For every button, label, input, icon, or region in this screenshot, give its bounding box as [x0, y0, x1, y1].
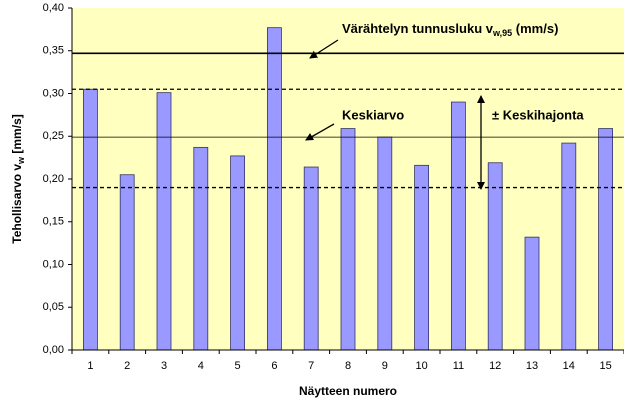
bar [414, 164, 430, 351]
x-tick-label: 6 [271, 360, 277, 372]
bar [266, 27, 282, 351]
annotation: ± Keskihajonta [492, 107, 584, 122]
x-tick-label: 15 [599, 360, 611, 372]
y-tick-label: 0,35 [43, 45, 64, 57]
arrow [309, 39, 339, 59]
bar [230, 155, 246, 351]
bar [377, 136, 393, 351]
bar [193, 146, 209, 351]
bar [340, 128, 356, 351]
y-axis-label: Tehollisarvo vw [mm/s] [10, 114, 26, 244]
x-tick-label: 9 [382, 360, 388, 372]
x-tick-label: 7 [308, 360, 314, 372]
bar [487, 162, 503, 351]
annotation: Värähtelyn tunnusluku vw,95 (mm/s) [342, 21, 558, 38]
y-tick-label: 0,10 [43, 258, 64, 270]
x-tick-label: 1 [87, 360, 93, 372]
bar [561, 142, 577, 351]
bar [156, 92, 172, 351]
x-tick-label: 8 [345, 360, 351, 372]
bar [598, 128, 613, 351]
x-tick-label: 12 [489, 360, 501, 372]
x-tick-label: 4 [198, 360, 204, 372]
y-tick-label: 0,25 [43, 130, 64, 142]
y-tick-label: 0,30 [43, 87, 64, 99]
bar [119, 174, 135, 351]
y-tick-label: 0,00 [43, 344, 64, 356]
x-axis-label: Näytteen numero [299, 384, 397, 398]
x-tick-label: 14 [563, 360, 575, 372]
x-tick-label: 3 [161, 360, 167, 372]
y-tick-label: 0,15 [43, 216, 64, 228]
x-tick-label: 10 [415, 360, 427, 372]
x-tick-label: 5 [235, 360, 241, 372]
x-tick-label: 2 [124, 360, 130, 372]
y-tick-label: 0,40 [43, 2, 64, 14]
y-tick-label: 0,20 [43, 173, 64, 185]
bar [450, 101, 466, 351]
x-tick-label: 11 [453, 360, 464, 372]
bar [303, 166, 319, 351]
y-tick-label: 0,05 [43, 301, 64, 313]
x-tick-label: 13 [526, 360, 538, 372]
annotation: Keskiarvo [342, 107, 404, 122]
bar [83, 88, 98, 351]
bar [524, 236, 540, 351]
